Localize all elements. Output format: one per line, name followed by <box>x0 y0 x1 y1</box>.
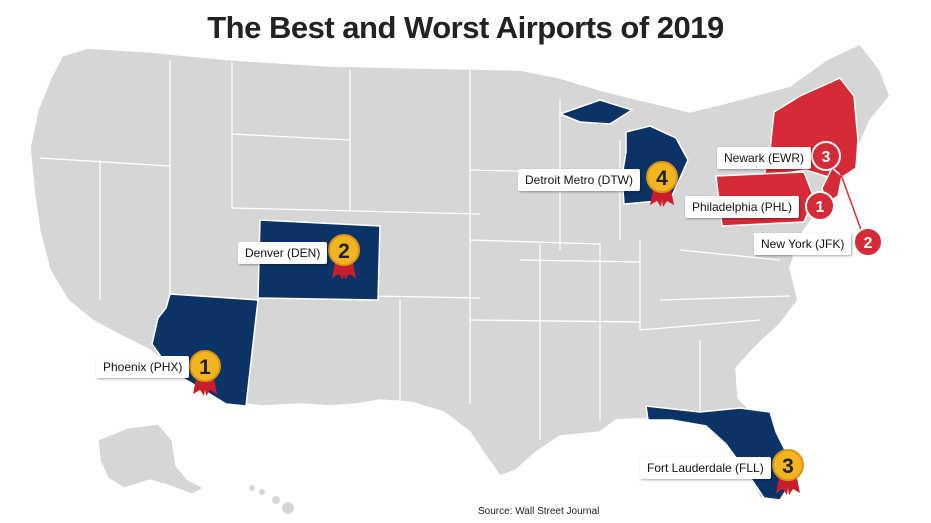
medal-fll-rank: 3 <box>782 455 794 478</box>
badge-jfk: 2 <box>853 227 883 257</box>
label-ewr: Newark (EWR) <box>717 147 811 169</box>
label-jfk: New York (JFK) <box>754 233 852 255</box>
label-phx: Phoenix (PHX) <box>96 356 190 378</box>
medal-phx: 1 <box>189 350 221 396</box>
badge-ewr-rank: 3 <box>822 149 831 166</box>
florida-state <box>645 405 791 501</box>
hawaii-shapes <box>249 485 294 514</box>
medal-dtw-rank: 4 <box>656 167 668 190</box>
medal-dtw: 4 <box>646 161 678 207</box>
medal-den-rank: 2 <box>338 240 350 263</box>
jfk-connector-line <box>839 171 865 239</box>
medal-fll: 3 <box>772 449 804 495</box>
badge-phl-rank: 1 <box>816 199 825 216</box>
label-phl: Philadelphia (PHL) <box>685 196 800 218</box>
label-den: Denver (DEN) <box>238 242 328 264</box>
badge-jfk-rank: 2 <box>864 235 873 252</box>
label-fll: Fort Lauderdale (FLL) <box>640 457 771 479</box>
medal-phx-rank: 1 <box>199 356 211 379</box>
badge-ewr: 3 <box>811 141 841 171</box>
source-note: Source: Wall Street Journal <box>478 506 600 517</box>
alaska-shape <box>97 423 206 495</box>
label-dtw: Detroit Metro (DTW) <box>518 169 640 191</box>
badge-phl: 1 <box>805 191 835 221</box>
map-title: The Best and Worst Airports of 2019 <box>207 10 724 45</box>
medal-den: 2 <box>328 234 360 280</box>
